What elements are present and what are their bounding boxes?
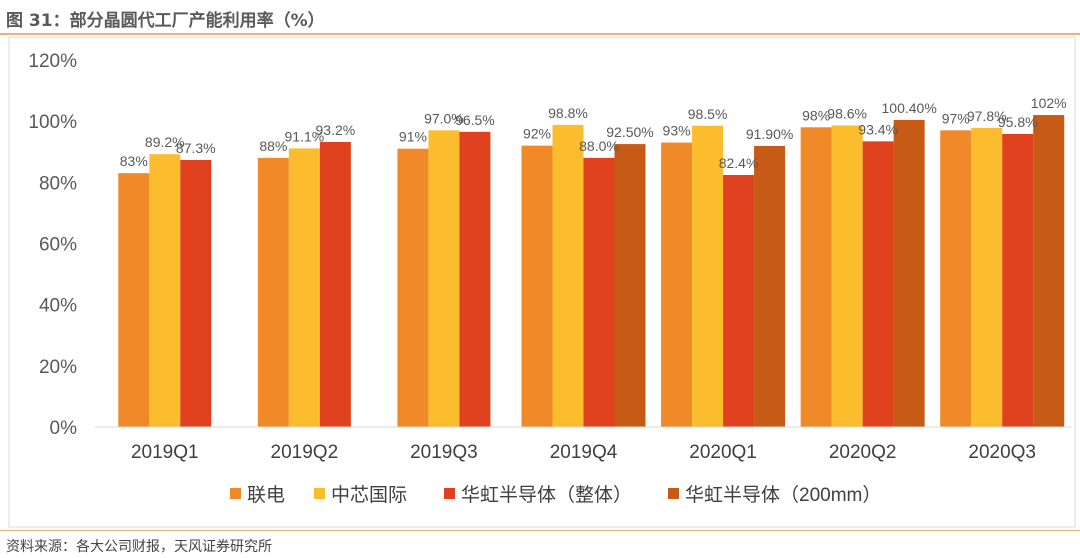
x-axis: 2019Q1 2019Q2 2019Q3 2019Q4 2020Q1 2020Q2 2020… (131, 442, 1036, 463)
y-tick-label: 100% (28, 112, 77, 133)
bar (723, 174, 755, 427)
legend-label: 中芯国际 (331, 484, 407, 506)
y-tick-label: 0% (50, 418, 78, 439)
bar (661, 142, 693, 427)
data-label: 97% (942, 110, 970, 126)
legend-swatch (314, 488, 325, 499)
legend-swatch (668, 488, 679, 499)
x-tick-label: 2019Q1 (131, 442, 199, 463)
bar (862, 141, 894, 427)
legend-swatch (230, 488, 241, 499)
x-tick-label: 2020Q2 (829, 442, 897, 463)
bar (180, 160, 212, 427)
data-label: 93.2% (316, 122, 356, 138)
data-label: 83% (120, 153, 148, 169)
data-label: 102% (1031, 95, 1067, 111)
y-axis: 0% 20% 40% 60% 80% 100% 120% (28, 51, 77, 439)
data-label: 98.6% (827, 105, 867, 121)
bar (831, 125, 863, 427)
y-tick-label: 20% (39, 357, 77, 378)
bar (971, 127, 1003, 428)
bar (614, 144, 646, 427)
x-tick-label: 2019Q2 (271, 442, 339, 463)
y-tick-label: 80% (39, 173, 77, 194)
data-label: 92.50% (606, 124, 653, 140)
data-label: 88% (259, 138, 287, 154)
bar (552, 124, 584, 427)
legend: 联电 中芯国际 华虹半导体（整体） 华虹半导体（200mm） (230, 484, 881, 506)
data-label: 97.0% (424, 110, 464, 126)
legend-label: 联电 (247, 484, 285, 506)
data-label: 93% (663, 123, 691, 139)
bar (754, 145, 786, 428)
bar (118, 173, 150, 427)
bar (428, 130, 460, 427)
data-label: 96.5% (455, 112, 495, 128)
data-label: 91.1% (285, 128, 325, 144)
legend-swatch (444, 488, 455, 499)
bar (1033, 115, 1065, 428)
bar (692, 125, 724, 428)
bar (521, 145, 553, 427)
data-labels: 83% 89.2%87.3% 88%91.1%93.2% 91% 97.0%96.5% 9… (120, 95, 1067, 171)
bottom-rule (0, 530, 1080, 531)
bar-chart: 0%20%40%60%80%100%120% 83%89.2%87.3% 88%9… (8, 36, 1076, 528)
data-label: 92% (523, 126, 551, 142)
bar (257, 157, 289, 427)
data-label: 98.5% (688, 106, 728, 122)
data-label: 95.8% (998, 114, 1038, 130)
bar (583, 157, 615, 427)
data-label: 98.8% (548, 105, 588, 121)
y-tick-label: 40% (39, 296, 77, 317)
x-tick-label: 2020Q3 (968, 442, 1036, 463)
data-label: 88.0% (579, 138, 619, 154)
data-label: 87.3% (176, 140, 216, 156)
bar (893, 119, 925, 428)
bar (319, 141, 351, 428)
data-label: 98% (802, 107, 830, 123)
bar (800, 127, 832, 428)
data-label: 93.4% (858, 121, 898, 137)
data-label: 82.4% (719, 155, 759, 171)
data-label: 89.2% (145, 134, 185, 150)
x-tick-label: 2020Q1 (689, 442, 757, 463)
legend-label: 华虹半导体（整体） (461, 484, 632, 506)
x-tick-label: 2019Q3 (410, 442, 478, 463)
bar (1002, 134, 1034, 427)
y-tick-label: 60% (39, 235, 77, 256)
x-tick-label: 2019Q4 (550, 442, 618, 463)
bar (459, 131, 491, 427)
bar (940, 130, 972, 427)
plot-frame (8, 36, 1076, 528)
bar (149, 154, 181, 427)
data-label: 91% (399, 129, 427, 145)
bar (397, 148, 429, 428)
y-tick-label: 120% (28, 51, 77, 72)
bars (118, 115, 1065, 428)
bar (288, 148, 320, 427)
data-label: 91.90% (746, 126, 793, 142)
data-label: 100.40% (882, 100, 937, 116)
legend-label: 华虹半导体（200mm） (685, 484, 881, 506)
figure-title: 图 31：部分晶圆代工厂产能利用率（%） (6, 11, 325, 31)
top-rule (0, 33, 1080, 35)
data-label: 97.8% (967, 108, 1007, 124)
source-note: 资料来源：各大公司财报，天风证券研究所 (6, 539, 272, 555)
